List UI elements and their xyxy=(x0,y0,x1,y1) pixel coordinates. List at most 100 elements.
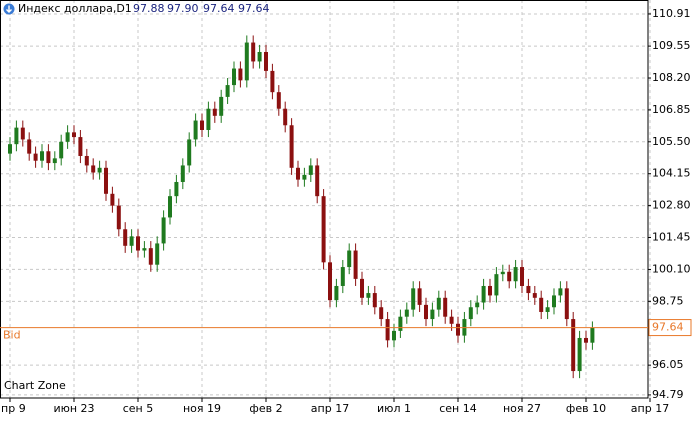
x-tick-label: сен 5 xyxy=(123,402,154,415)
candle-body xyxy=(8,144,12,154)
y-tick-label: 104.15 xyxy=(652,167,691,180)
candle-body xyxy=(91,165,96,173)
candle-body xyxy=(411,288,416,310)
y-tick-label: 100.10 xyxy=(652,262,691,275)
candle-body xyxy=(27,139,32,154)
candle-body xyxy=(507,271,512,282)
x-tick-label: апр 17 xyxy=(311,402,349,415)
plot-frame xyxy=(0,0,649,399)
candle-body xyxy=(398,316,403,331)
candle-body xyxy=(97,167,102,173)
candle-body xyxy=(46,151,51,164)
candle-body xyxy=(104,167,108,194)
candle-body xyxy=(225,85,230,97)
x-tick-label: июл 1 xyxy=(377,402,411,415)
candle-body xyxy=(65,132,70,142)
bid-label: Bid xyxy=(3,329,21,342)
candle-body xyxy=(436,297,441,310)
candle-body xyxy=(251,42,256,62)
candle-body xyxy=(283,108,288,126)
candle-body xyxy=(78,137,83,156)
candle-body xyxy=(577,337,582,372)
candle-body xyxy=(270,70,275,93)
y-tick-label: 105.50 xyxy=(652,135,691,148)
y-tick-label: 94.79 xyxy=(652,388,684,401)
candle-body xyxy=(545,307,550,312)
candle-body xyxy=(340,267,345,286)
candle-body xyxy=(174,181,179,197)
candle-body xyxy=(219,96,224,116)
y-tick-label: 109.55 xyxy=(652,39,691,52)
bid-price-box xyxy=(648,319,692,337)
candle-body xyxy=(449,316,454,324)
symbol-icon-arrow xyxy=(6,5,12,13)
candle-body xyxy=(72,132,76,138)
candle-body xyxy=(244,42,249,81)
candle-body xyxy=(276,92,281,109)
candle-body xyxy=(200,120,204,130)
x-tick-label: фев 2 xyxy=(249,402,282,415)
candle-body xyxy=(142,248,147,251)
candle-body xyxy=(539,297,544,312)
candle-body xyxy=(404,309,409,317)
candle-body xyxy=(302,174,307,180)
candle-body xyxy=(456,323,460,336)
candle-body xyxy=(161,217,166,244)
candle-body xyxy=(187,139,192,166)
candle-body xyxy=(353,250,358,279)
candle-body xyxy=(212,108,217,116)
candle-body xyxy=(558,288,563,296)
close-value: 97.64 xyxy=(238,2,270,15)
candle-body xyxy=(347,250,352,268)
candle-body xyxy=(40,151,44,161)
candle-body xyxy=(564,288,569,320)
candle-body xyxy=(180,165,185,182)
candle-body xyxy=(206,108,211,130)
candle-body xyxy=(296,167,300,180)
candle-body xyxy=(238,68,243,81)
candle-body xyxy=(289,125,294,168)
x-tick-label: июн 23 xyxy=(53,402,94,415)
low-value: 97.64 xyxy=(203,2,235,15)
candle-body xyxy=(392,330,396,341)
candle-body xyxy=(123,229,128,246)
candle-body xyxy=(488,285,492,296)
candle-body xyxy=(372,293,377,308)
candle-body xyxy=(334,285,339,301)
candle-body xyxy=(155,243,160,265)
candle-body xyxy=(129,236,134,246)
candle-body xyxy=(481,285,486,303)
candle-body xyxy=(500,271,505,275)
candle-body xyxy=(424,304,428,320)
candle-body xyxy=(315,165,320,197)
candle-body xyxy=(584,337,588,343)
candle-body xyxy=(232,68,236,86)
candle-body xyxy=(52,158,57,164)
candle-body xyxy=(513,267,518,282)
candle-body xyxy=(360,278,364,298)
candle-body xyxy=(532,293,537,298)
candle-body xyxy=(193,120,198,140)
candle-body xyxy=(379,307,384,320)
candle-body xyxy=(443,297,448,317)
x-tick-label: сен 14 xyxy=(439,402,477,415)
candle-body xyxy=(14,127,19,145)
y-tick-label: 101.45 xyxy=(652,231,691,244)
x-tick-label: фев 10 xyxy=(566,402,606,415)
x-tick-label: ноя 27 xyxy=(503,402,541,415)
candle-body xyxy=(33,153,38,161)
y-tick-label: 106.85 xyxy=(652,103,691,116)
candle-body xyxy=(264,51,268,71)
candle-body xyxy=(321,196,326,263)
candle-body xyxy=(136,236,140,251)
candle-body xyxy=(116,205,121,230)
candle-body xyxy=(571,319,576,372)
candle-body xyxy=(552,295,556,308)
symbol-name: Индекс доллара,D1 xyxy=(18,2,132,15)
x-tick-label: апр 17 xyxy=(631,402,669,415)
candle-body xyxy=(148,248,153,265)
candle-body xyxy=(475,302,480,308)
candles xyxy=(8,35,595,379)
candle-body xyxy=(110,193,115,206)
